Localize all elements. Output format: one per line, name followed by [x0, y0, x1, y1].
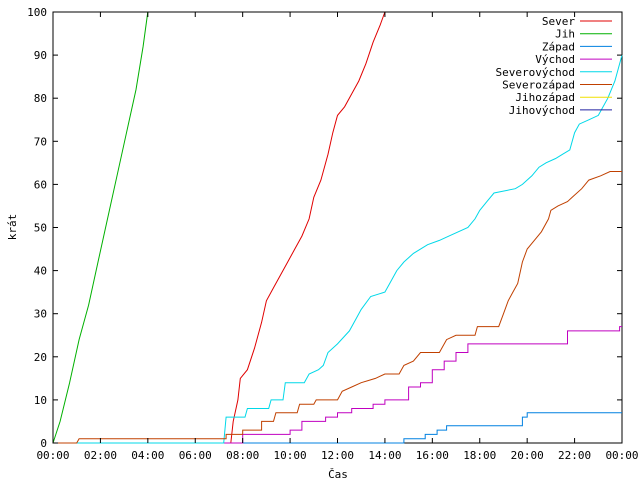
y-tick-label: 60	[34, 178, 47, 191]
x-tick-label: 12:00	[321, 449, 354, 462]
x-tick-label: 22:00	[558, 449, 591, 462]
x-tick-label: 18:00	[463, 449, 496, 462]
x-tick-label: 00:00	[36, 449, 69, 462]
y-tick-label: 20	[34, 351, 47, 364]
x-tick-label: 02:00	[84, 449, 117, 462]
y-tick-label: 10	[34, 394, 47, 407]
x-tick-label: 06:00	[179, 449, 212, 462]
y-tick-label: 30	[34, 308, 47, 321]
series-line-sever	[53, 11, 386, 444]
legend-label: Jih	[555, 28, 575, 41]
x-tick-label: 14:00	[368, 449, 401, 462]
y-tick-label: 0	[40, 437, 47, 450]
legend-label: Východ	[535, 53, 575, 66]
series-line-severozapad	[53, 171, 622, 444]
series-line-jih	[52, 11, 149, 444]
x-tick-label: 16:00	[416, 449, 449, 462]
y-axis-label: krát	[6, 214, 19, 241]
legend-label: Severovýchod	[496, 66, 575, 79]
legend-label: Západ	[542, 40, 575, 53]
x-tick-label: 00:00	[605, 449, 638, 462]
x-tick-label: 20:00	[511, 449, 544, 462]
y-tick-label: 90	[34, 49, 47, 62]
series-line-zapad	[53, 412, 622, 444]
legend-label: Sever	[542, 15, 575, 28]
y-tick-label: 40	[34, 265, 47, 278]
x-tick-label: 04:00	[131, 449, 164, 462]
legend-label: Jihozápad	[515, 91, 575, 104]
x-tick-label: 10:00	[274, 449, 307, 462]
x-tick-label: 08:00	[226, 449, 259, 462]
y-tick-label: 80	[34, 92, 47, 105]
x-axis-label: Čas	[328, 468, 348, 480]
series-line-severovychod	[53, 54, 623, 444]
legend-label: Severozápad	[502, 79, 575, 92]
y-tick-label: 70	[34, 135, 47, 148]
y-tick-label: 100	[27, 6, 47, 19]
series-line-vychod	[53, 326, 622, 444]
legend-label: Jihovýchod	[509, 104, 575, 117]
y-tick-label: 50	[34, 222, 47, 235]
